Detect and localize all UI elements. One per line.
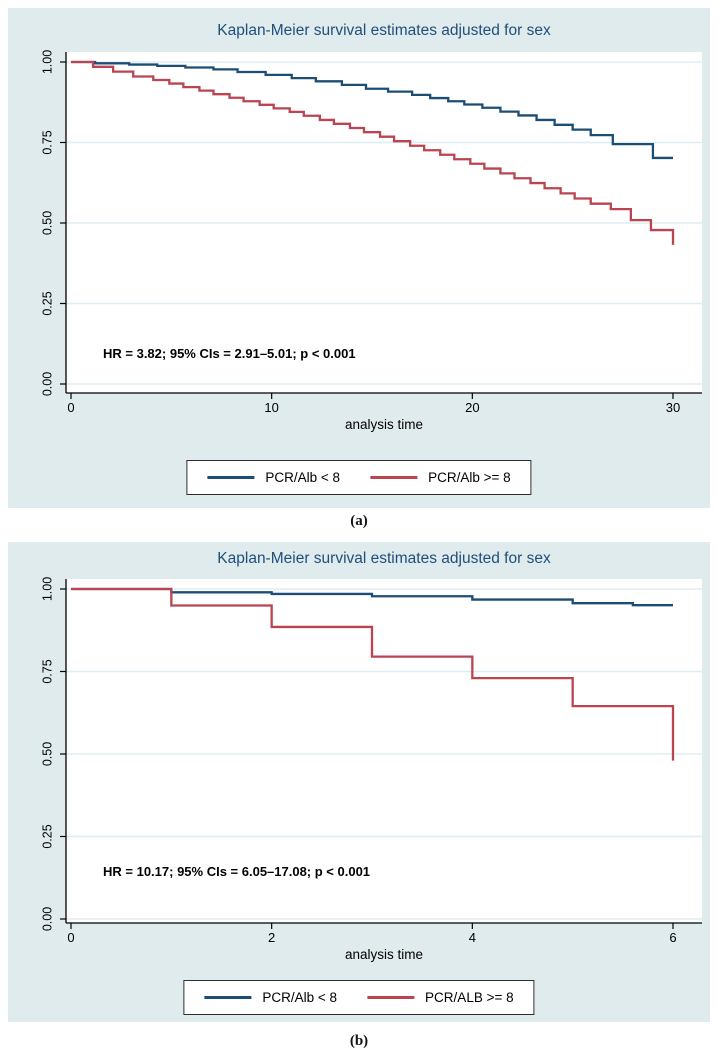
- caption-b: (b): [349, 1033, 369, 1049]
- legend-box: PCR/Alb < 8 PCR/ALB >= 8: [183, 980, 535, 1015]
- legend-label: PCR/Alb < 8: [262, 990, 338, 1005]
- legend-b: PCR/Alb < 8 PCR/ALB >= 8: [183, 980, 535, 1015]
- plot-area: [66, 579, 702, 923]
- km-chart-a: 0.00 0.25 0.50 0.75 1.00 0 10 20 30 analysis time…: [40, 22, 702, 432]
- survival-curve: [71, 587, 675, 761]
- y-tick-label: 1.00: [40, 577, 54, 601]
- x-tick-label: 0: [67, 930, 74, 945]
- x-tick-label: 30: [666, 400, 680, 415]
- hr-annotation: HR = 3.82; 95% CIs = 2.91–5.01; p < 0.00…: [103, 346, 356, 361]
- legend-line-swatch: [207, 476, 255, 479]
- y-tick-label: 0.50: [40, 742, 54, 766]
- chart-title: Kaplan-Meier survival estimates adjusted…: [217, 550, 551, 567]
- legend-line-swatch: [370, 476, 418, 479]
- survival-curve: [71, 60, 673, 160]
- x-tick-label: 20: [465, 400, 479, 415]
- x-tick-label: 10: [264, 400, 278, 415]
- legend-entry: PCR/Alb < 8: [204, 990, 337, 1005]
- y-tick-label: 0.50: [40, 211, 54, 235]
- km-panel-a: 0.00 0.25 0.50 0.75 1.00 0 10 20 30 analysis time…: [8, 8, 710, 508]
- y-tick-label: 0.00: [40, 372, 54, 396]
- y-tick-label: 1.00: [40, 50, 54, 74]
- x-axis-title: analysis time: [345, 947, 423, 962]
- legend-a: PCR/Alb < 8 PCR/Alb >= 8: [186, 460, 532, 495]
- legend-label: PCR/Alb < 8: [265, 470, 341, 485]
- x-tick-label: 2: [268, 930, 275, 945]
- x-tick-label: 6: [669, 930, 676, 945]
- legend-box: PCR/Alb < 8 PCR/Alb >= 8: [186, 460, 532, 495]
- legend-line-swatch: [204, 996, 252, 999]
- legend-entry: PCR/Alb < 8: [207, 470, 340, 485]
- x-tick-label: 4: [469, 930, 476, 945]
- legend-label: PCR/Alb >= 8: [428, 470, 511, 485]
- x-tick-label: 0: [67, 400, 74, 415]
- legend-entry: PCR/ALB >= 8: [367, 990, 514, 1005]
- legend-entry: PCR/Alb >= 8: [370, 470, 511, 485]
- km-panel-b: 0.00 0.25 0.50 0.75 1.00 0 2 4 6 analysis time Kap…: [8, 542, 710, 1022]
- y-tick-label: 0.25: [40, 291, 54, 315]
- caption-a: (a): [350, 513, 368, 529]
- chart-title: Kaplan-Meier survival estimates adjusted…: [217, 22, 551, 39]
- y-tick-label: 0.25: [40, 824, 54, 848]
- legend-line-swatch: [367, 996, 415, 999]
- y-tick-label: 0.75: [40, 659, 54, 683]
- survival-curve: [71, 60, 675, 245]
- y-tick-label: 0.00: [40, 907, 54, 931]
- x-axis-title: analysis time: [345, 417, 423, 432]
- survival-curve: [71, 587, 673, 607]
- y-tick-label: 0.75: [40, 130, 54, 154]
- km-chart-b: 0.00 0.25 0.50 0.75 1.00 0 2 4 6 analysis time Kap…: [40, 550, 702, 962]
- hr-annotation: HR = 10.17; 95% CIs = 6.05–17.08; p < 0.…: [103, 864, 370, 879]
- legend-label: PCR/ALB >= 8: [425, 990, 514, 1005]
